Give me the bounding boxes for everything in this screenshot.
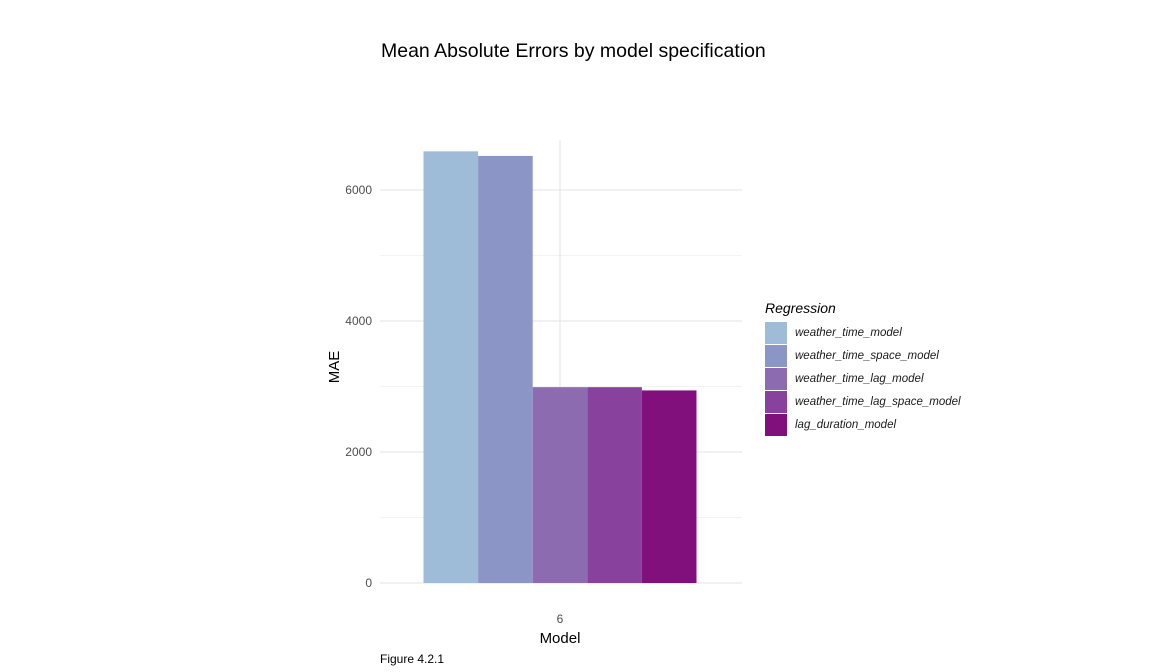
legend-label: weather_time_model [795, 326, 902, 339]
legend-item: lag_duration_model [765, 413, 961, 436]
legend-swatch [765, 344, 787, 367]
chart-title: Mean Absolute Errors by model specificat… [381, 40, 766, 62]
bar-weather-time-lag-model [532, 387, 588, 583]
legend-title: Regression [765, 300, 836, 316]
legend-swatch [765, 390, 787, 413]
legend-swatch [765, 413, 787, 436]
figure-caption: Figure 4.2.1 [380, 652, 445, 666]
bar-weather-time-space-model [478, 155, 533, 583]
legend-item: weather_time_lag_space_model [765, 390, 961, 413]
y-tick-label: 4000 [345, 314, 372, 328]
bar-lag-duration-model [641, 390, 697, 583]
legend-label: weather_time_space_model [795, 349, 939, 362]
y-axis-ticks: 0 2000 4000 6000 [345, 183, 372, 590]
bar-weather-time-model [423, 151, 479, 584]
legend-swatch [765, 321, 787, 344]
x-axis-label: Model [540, 630, 581, 647]
y-tick-label: 0 [365, 576, 372, 590]
legend-label: weather_time_lag_space_model [795, 395, 961, 408]
legend: Regression weather_time_model weather_tim… [765, 299, 961, 436]
x-tick-label: 6 [557, 612, 564, 626]
legend-label: lag_duration_model [795, 418, 897, 431]
legend-items: weather_time_model weather_time_space_mod… [765, 321, 961, 436]
y-tick-label: 2000 [345, 445, 372, 459]
y-tick-label: 6000 [345, 183, 372, 197]
bars [423, 151, 697, 584]
legend-label: weather_time_lag_model [795, 372, 924, 385]
bar-weather-time-lag-space-model [587, 387, 642, 583]
y-axis-label: MAE [326, 351, 343, 384]
legend-item: weather_time_model [765, 321, 961, 344]
legend-swatch [765, 367, 787, 390]
legend-item: weather_time_lag_model [765, 367, 961, 390]
legend-item: weather_time_space_model [765, 344, 961, 367]
x-axis-ticks: 6 [557, 612, 564, 626]
